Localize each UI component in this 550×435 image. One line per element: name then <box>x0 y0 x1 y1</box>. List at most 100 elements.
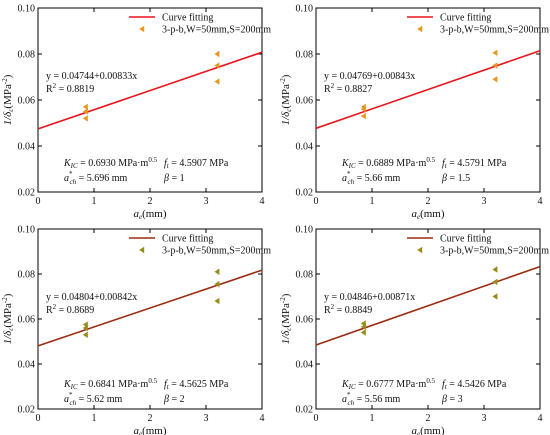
legend-label-data: 3-p-b,W=50mm,S=200mm <box>440 246 549 257</box>
y-tick-label: 0.06 <box>18 315 36 326</box>
y-tick-label: 0.08 <box>18 270 36 281</box>
fit-line <box>315 50 541 130</box>
r-squared-symbol: R <box>324 305 331 316</box>
x-tick-label: 4 <box>260 413 265 424</box>
chart-panel-bottom-right: 0 1 2 3 40.020.040.060.080.10ae(mm)1/δc(MPa-… <box>279 225 549 435</box>
data-point-triangle <box>360 329 366 336</box>
y-tick-label: 0.02 <box>18 188 36 199</box>
beta-symbol: β <box>163 173 169 184</box>
y-tick-label: 0.04 <box>296 360 314 371</box>
y-axis-label-close: ) <box>280 293 292 297</box>
y-axis-label-numerator: 1/δ <box>2 330 14 345</box>
r-squared-text: R2 = 0.8849 <box>324 303 372 316</box>
x-axis-label-symbol: a <box>411 425 417 435</box>
x-axis-label: ae(mm) <box>411 208 444 221</box>
legend-marker-swatch <box>417 25 423 33</box>
kic-text: KIC = 0.6777 MPa·m0.5 <box>341 377 436 391</box>
y-tick-label: 0.10 <box>296 4 314 15</box>
kic-value: = 0.6777 MPa·m <box>356 379 427 390</box>
y-axis-label-unit: (MPa <box>280 303 292 328</box>
beta-value: = 1 <box>169 173 185 184</box>
y-tick-label: 0.10 <box>296 225 314 236</box>
ft-value: = 4.5426 MPa <box>447 379 507 390</box>
data-point-triangle <box>214 297 220 305</box>
chart-panel-top-left: 0 1 2 3 40.020.040.060.080.10ae(mm)1/δc(MPa-… <box>1 4 271 222</box>
kic-subscript: IC <box>70 383 78 391</box>
data-point-triangle <box>214 50 220 58</box>
beta-value: = 1.5 <box>447 173 470 184</box>
data-point-triangle <box>82 103 88 111</box>
x-tick-label: 0 <box>36 196 41 207</box>
ach-value: = 5.696 mm <box>76 173 127 184</box>
x-axis-label-subscript: e <box>139 213 142 221</box>
y-axis-label-superscript: -2 <box>1 297 9 303</box>
ach-symbol: a <box>64 173 69 184</box>
y-axis-label-close: ) <box>2 74 14 78</box>
ach-subscript: ch <box>70 399 77 407</box>
fit-line <box>37 51 263 130</box>
x-tick-label: 3 <box>204 413 209 424</box>
legend-label-data: 3-p-b,W=50mm,S=200mm <box>162 246 271 257</box>
y-axis-label: 1/δc(MPa-2) <box>279 74 293 125</box>
y-axis-label-unit: (MPa <box>2 303 14 328</box>
kic-value: = 0.6930 MPa·m <box>78 158 149 169</box>
kic-value: = 0.6841 MPa·m <box>78 379 149 390</box>
data-point-triangle <box>214 280 220 288</box>
kic-subscript: IC <box>348 162 356 170</box>
beta-text: β = 3 <box>441 394 463 405</box>
kic-subscript: IC <box>348 383 356 391</box>
y-tick-label: 0.02 <box>18 405 36 416</box>
legend-label-data: 3-p-b,W=50mm,S=200mm <box>440 25 549 36</box>
data-point-triangle <box>492 76 498 83</box>
x-tick-label: 2 <box>426 413 431 424</box>
y-tick-label: 0.06 <box>296 315 314 326</box>
x-tick-label: 3 <box>482 413 487 424</box>
x-axis-label-symbol: a <box>411 208 417 220</box>
kic-superscript: 0.5 <box>426 377 435 385</box>
ft-subscript: t <box>445 383 448 391</box>
ach-value: = 5.56 mm <box>354 394 400 405</box>
x-axis-label: ae(mm) <box>411 425 444 435</box>
ft-symbol: f <box>164 379 168 390</box>
x-tick-label: 1 <box>92 196 97 207</box>
beta-text: β = 1.5 <box>441 173 470 184</box>
beta-text: β = 2 <box>163 394 185 405</box>
beta-text: β = 1 <box>163 173 185 184</box>
kic-value: = 0.6889 MPa·m <box>356 158 427 169</box>
data-point-triangle <box>492 62 498 69</box>
ach-subscript: ch <box>348 399 355 407</box>
legend-label-fit: Curve fitting <box>162 13 213 24</box>
legend-label-data: 3-p-b,W=50mm,S=200mm <box>162 25 271 36</box>
ft-symbol: f <box>442 379 446 390</box>
ft-value: = 4.5791 MPa <box>447 158 507 169</box>
data-point-triangle <box>492 266 498 273</box>
x-tick-label: 4 <box>260 196 265 207</box>
r-squared-value: = 0.8819 <box>56 84 94 95</box>
ach-text: a* ch = 5.62 mm <box>64 391 123 407</box>
ach-text: a* ch = 5.696 mm <box>64 170 128 186</box>
x-tick-label: 0 <box>314 196 319 207</box>
ft-symbol: f <box>164 158 168 169</box>
legend-marker-swatch <box>139 25 145 33</box>
ach-text: a* ch = 5.56 mm <box>342 391 401 407</box>
data-point-triangle <box>82 331 88 338</box>
chart-panel-top-right: 0 1 2 3 40.020.040.060.080.10ae(mm)1/δc(MPa-… <box>279 4 549 222</box>
r-squared-superscript: 2 <box>53 303 57 311</box>
r-squared-symbol: R <box>324 84 331 95</box>
x-axis-label-subscript: e <box>139 430 142 435</box>
x-tick-label: 1 <box>92 413 97 424</box>
kic-symbol: K <box>63 379 72 390</box>
y-tick-label: 0.02 <box>296 188 314 199</box>
kic-text: KIC = 0.6930 MPa·m0.5 <box>63 156 158 170</box>
legend-marker-swatch <box>139 246 145 254</box>
kic-text: KIC = 0.6841 MPa·m0.5 <box>63 377 158 391</box>
r-squared-superscript: 2 <box>331 303 335 311</box>
x-axis-label-symbol: a <box>133 425 139 435</box>
y-axis-label-close: ) <box>280 74 292 78</box>
x-tick-label: 2 <box>148 413 153 424</box>
x-tick-label: 0 <box>36 413 41 424</box>
ach-value: = 5.62 mm <box>76 394 122 405</box>
r-squared-value: = 0.8689 <box>56 305 94 316</box>
y-tick-label: 0.08 <box>296 50 314 61</box>
data-point-triangle <box>492 49 498 57</box>
